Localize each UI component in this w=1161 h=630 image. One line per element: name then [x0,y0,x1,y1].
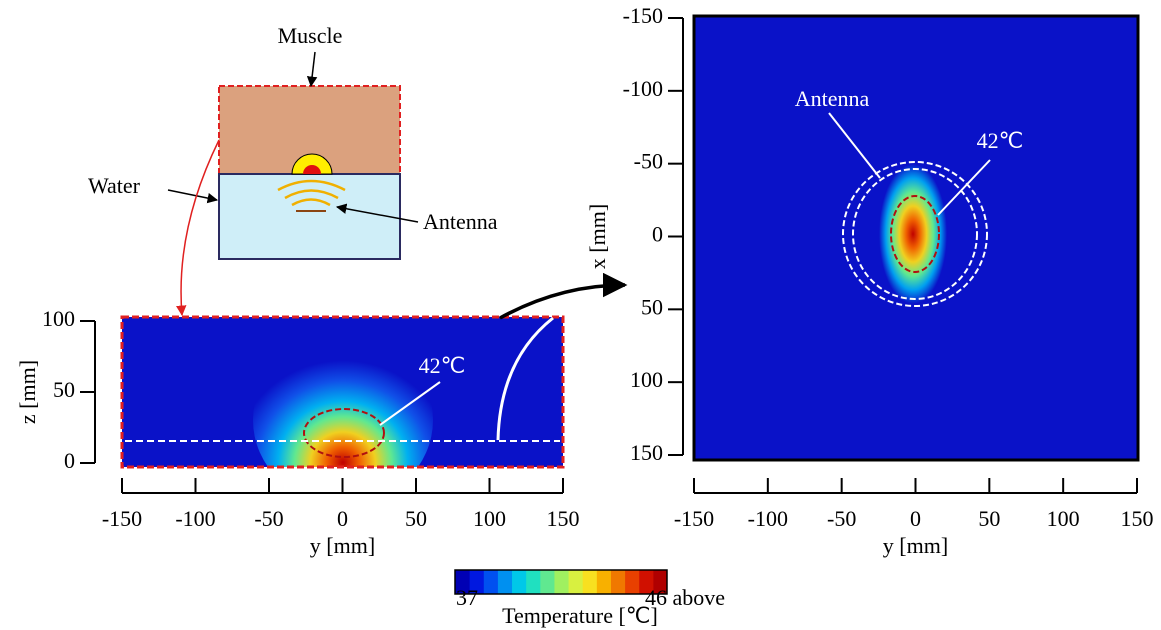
colorbar-swatch [596,570,611,594]
y-tick-label: 50 [641,294,663,319]
x-tick-label: 150 [1121,506,1154,531]
y-tick-label: -100 [623,76,663,101]
x-tick-label: 150 [547,506,580,531]
colorbar-swatch [483,570,498,594]
antenna-label: Antenna [423,209,498,234]
y-axis-label: z [mm] [15,360,40,424]
colorbar-swatch [455,570,470,594]
x-tick-label: 0 [337,506,348,531]
annotation: Antenna [795,86,870,111]
x-tick-label: 50 [978,506,1000,531]
y-tick-label: 0 [652,222,663,247]
colorbar: 37 46 above Temperature [℃] [454,569,725,628]
x-tick-label: 100 [1047,506,1080,531]
colorbar-swatch [610,570,626,594]
y-tick-label: 150 [630,440,663,465]
colorbar-swatch [624,570,640,594]
y-tick-label: -150 [623,3,663,28]
y-tick-label: 50 [53,377,75,402]
colorbar-swatch [582,570,597,594]
y-axis-label: x [mm] [585,204,610,269]
y-tick-label: 100 [630,367,663,392]
x-tick-label: -100 [748,506,788,531]
x-tick-label: 100 [473,506,506,531]
colorbar-swatch [553,570,569,594]
muscle-label: Muscle [278,23,343,48]
water-label: Water [88,173,141,198]
y-tick-label: 0 [64,448,75,473]
colorbar-swatch [525,570,541,594]
heatmap-right [692,14,1140,462]
x-tick-label: -150 [102,506,142,531]
schematic: Muscle Water Antenna [88,23,498,317]
x-axis-label: y [mm] [310,533,375,558]
x-axis-label: y [mm] [883,533,948,558]
x-tick-label: -150 [674,506,714,531]
colorbar-swatch [652,570,668,594]
x-tick-label: -50 [254,506,283,531]
colorbar-swatch [497,570,513,594]
colorbar-swatch [469,570,484,594]
y-tick-label: 100 [42,306,75,331]
colorbar-swatch [638,570,654,594]
colorbar-swatch [568,570,583,594]
annotation: 42℃ [977,128,1024,153]
x-tick-label: 0 [910,506,921,531]
annotation: 42℃ [419,353,466,378]
colorbar-title: Temperature [℃] [502,603,658,628]
y-tick-label: -50 [634,149,663,174]
x-tick-label: -100 [175,506,215,531]
colorbar-swatch [539,570,555,594]
colorbar-max: 46 above [645,585,725,610]
x-tick-label: -50 [827,506,856,531]
colorbar-swatch [511,570,527,594]
x-tick-label: 50 [405,506,427,531]
heatmap-left [120,315,565,469]
colorbar-min: 37 [456,585,478,610]
